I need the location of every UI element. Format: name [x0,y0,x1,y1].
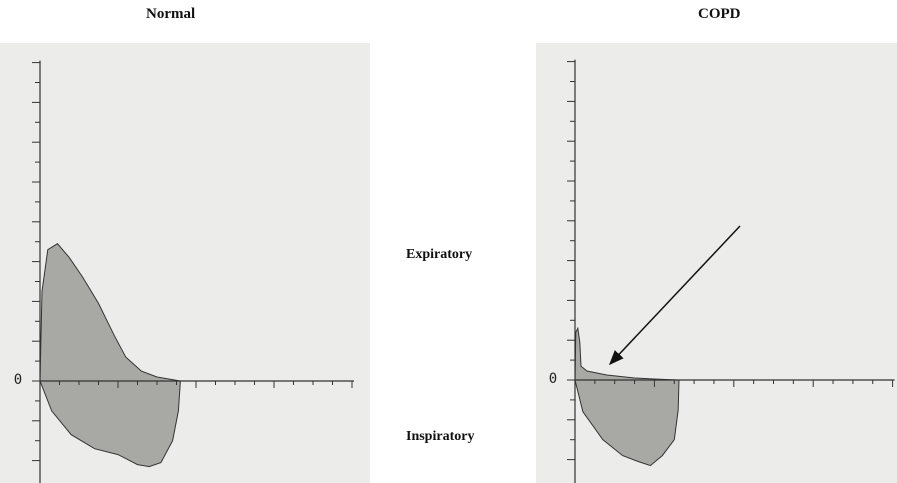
normal-flow-volume-chart: 0 [0,43,370,483]
copd-inspiratory-loop [574,379,680,467]
normal-y-tick-label-zero: 0 [14,372,22,388]
copd-flow-volume-chart: 0 [536,43,897,483]
copd-y-tick-label-zero: 0 [549,371,557,387]
copd-expiratory-loop [574,326,679,381]
expiratory-label: Expiratory [406,247,473,262]
normal-chart-svg: 0 [0,43,370,483]
normal-title: Normal [146,6,196,22]
normal-expiratory-loop [39,243,181,382]
inspiratory-label: Inspiratory [406,429,475,444]
normal-inspiratory-loop [39,380,181,468]
copd-title: COPD [698,6,741,22]
copd-chart-svg: 0 [536,43,897,483]
annotation-arrow [608,225,741,366]
